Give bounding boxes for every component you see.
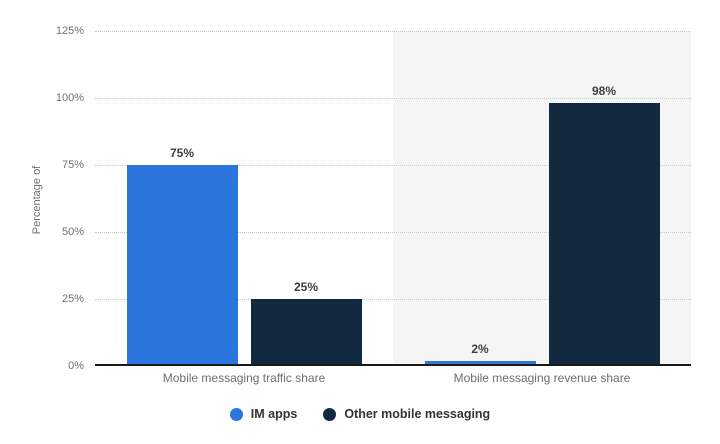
bar-im-apps-1[interactable] — [424, 361, 536, 366]
y-tick-label: 25% — [61, 293, 84, 305]
bar-im-apps-0[interactable] — [126, 165, 238, 366]
legend-item-im-apps[interactable]: IM apps — [229, 407, 298, 421]
y-tick-label: 75% — [61, 159, 84, 171]
category-label-0: Mobile messaging traffic share — [162, 371, 326, 385]
gridline-125% — [95, 31, 691, 32]
y-tick-label: 0% — [68, 360, 84, 372]
bar-value-label: 25% — [293, 280, 319, 294]
category-label-1: Mobile messaging revenue share — [453, 371, 631, 385]
plot-area: 75% 2% 25% 98% — [95, 31, 691, 366]
gridline-50% — [95, 232, 691, 233]
legend-label: Other mobile messaging — [344, 407, 491, 421]
bar-other-mobile-messaging-0[interactable] — [250, 299, 362, 366]
gridline-100% — [95, 98, 691, 99]
y-tick-label: 125% — [55, 25, 84, 37]
gridline-25% — [95, 299, 691, 300]
bar-value-label: 2% — [471, 342, 489, 356]
legend-marker-icon — [323, 407, 337, 421]
y-tick-label: 100% — [55, 92, 84, 104]
x-axis-line — [95, 364, 691, 366]
legend-marker-icon — [229, 407, 243, 421]
gridline-75% — [95, 165, 691, 166]
legend-item-other-mobile-messaging[interactable]: Other mobile messaging — [323, 407, 490, 421]
legend-label: IM apps — [250, 407, 298, 421]
legend: IM apps Other mobile messaging — [0, 407, 720, 421]
y-axis-title: Percentage of — [31, 165, 43, 235]
y-tick-label: 50% — [61, 226, 84, 238]
bar-value-label: 98% — [591, 84, 617, 98]
bar-value-label: 75% — [169, 146, 195, 160]
bar-other-mobile-messaging-1[interactable] — [548, 103, 660, 366]
